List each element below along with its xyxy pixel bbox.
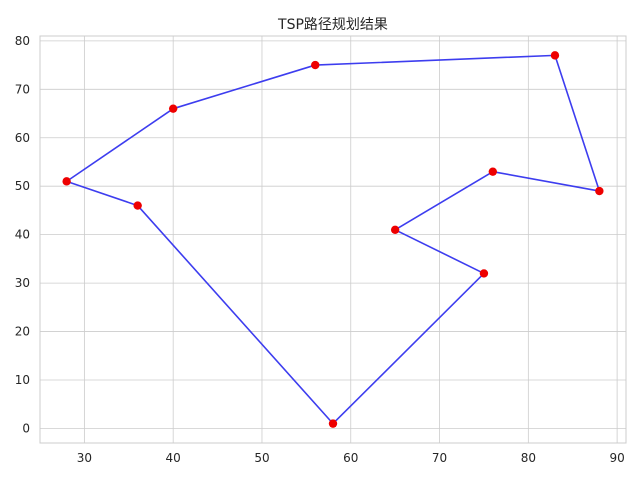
y-tick-label: 20 — [15, 325, 30, 339]
y-tick-label: 50 — [15, 179, 30, 193]
city-point — [550, 51, 560, 60]
y-tick-label: 40 — [15, 228, 30, 242]
chart-title: TSP路径规划结果 — [277, 17, 388, 33]
city-point — [62, 177, 71, 186]
city-point — [595, 186, 604, 196]
y-tick-label: 60 — [15, 131, 30, 145]
city-point — [479, 269, 489, 278]
x-tick-label: 60 — [343, 451, 358, 465]
city-point — [168, 104, 178, 113]
city-point — [133, 201, 142, 210]
x-tick-label: 90 — [609, 451, 624, 465]
city-point — [390, 225, 400, 235]
y-tick-label: 80 — [15, 34, 30, 48]
y-tick-label: 30 — [15, 276, 30, 290]
axes-frame — [39, 35, 627, 444]
x-tick-label: 80 — [521, 451, 536, 465]
x-tick-label: 70 — [432, 451, 447, 465]
city-point — [311, 60, 320, 70]
x-axis-ticks: 30 40 50 60 70 80 90 — [77, 451, 625, 465]
route-path — [66, 54, 601, 425]
y-tick-label: 70 — [15, 82, 30, 96]
y-tick-label: 0 — [22, 421, 30, 435]
axes-border — [39, 35, 627, 444]
city-point — [328, 419, 338, 428]
x-tick-label: 40 — [166, 451, 181, 465]
x-tick-label: 50 — [254, 451, 269, 465]
route-line — [66, 54, 601, 425]
city-points — [62, 51, 604, 428]
y-axis-ticks: 0 10 20 30 40 50 60 70 80 — [15, 34, 30, 436]
grid-lines — [40, 36, 626, 443]
city-point — [488, 167, 498, 176]
x-tick-label: 30 — [77, 451, 92, 465]
y-tick-label: 10 — [15, 373, 30, 387]
